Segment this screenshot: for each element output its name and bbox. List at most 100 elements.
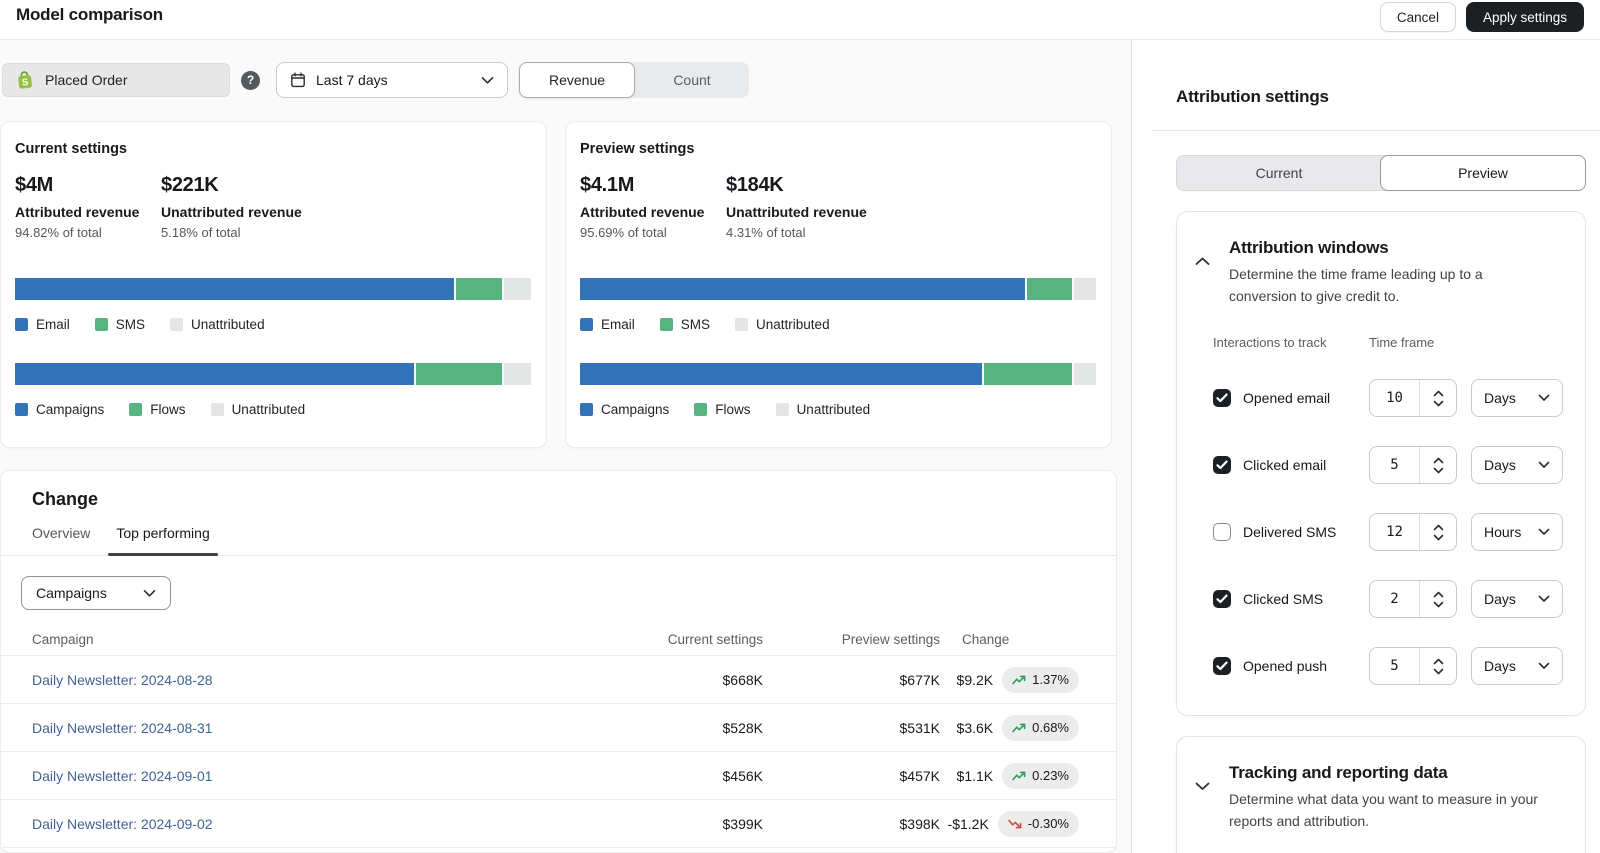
legend-item: SMS: [95, 317, 145, 332]
bar-segment-unattributed: [1074, 278, 1096, 300]
panel-title: Attribution settings: [1176, 87, 1600, 107]
timeframe-stepper[interactable]: 5: [1369, 647, 1457, 685]
toggle-preview[interactable]: Preview: [1380, 155, 1586, 191]
campaign-link[interactable]: Daily Newsletter: 2024-09-01: [32, 768, 593, 784]
tab-top-performing[interactable]: Top performing: [116, 525, 209, 555]
toggle-count[interactable]: Count: [635, 62, 749, 98]
stepper-buttons[interactable]: [1420, 648, 1456, 684]
date-range-select[interactable]: Last 7 days: [276, 62, 508, 98]
unit-value: Days: [1484, 457, 1516, 473]
toggle-revenue[interactable]: Revenue: [519, 62, 635, 98]
legend-label: Campaigns: [601, 402, 669, 417]
panel-divider: [1152, 130, 1600, 131]
stepper-buttons[interactable]: [1420, 514, 1456, 550]
interaction-option: Clicked SMS: [1213, 590, 1369, 608]
bar-segment-email: [580, 278, 1025, 300]
legend-swatch-icon: [660, 318, 673, 331]
stepper-value: 2: [1370, 581, 1420, 617]
campaigns-select-value: Campaigns: [36, 585, 107, 601]
collapse-chevron-up-icon[interactable]: [1195, 254, 1210, 269]
toggle-current[interactable]: Current: [1177, 156, 1381, 190]
legend-swatch-icon: [95, 318, 108, 331]
unit-value: Days: [1484, 658, 1516, 674]
attribution-window-row: Clicked email 5 Days: [1213, 446, 1565, 484]
stacked-bar: [15, 278, 531, 300]
checkbox[interactable]: [1213, 590, 1231, 608]
unit-select[interactable]: Days: [1471, 647, 1563, 685]
check-icon: [1216, 460, 1228, 470]
legend-label: Unattributed: [232, 402, 306, 417]
main-layout: S Placed Order ? Last 7 days: [0, 40, 1600, 853]
chevron-down-icon: [1538, 528, 1550, 536]
collapse-chevron-down-icon[interactable]: [1195, 779, 1210, 794]
unit-select[interactable]: Days: [1471, 446, 1563, 484]
stepper-buttons[interactable]: [1420, 581, 1456, 617]
table-row: Daily Newsletter: 2024-09-02 $399K $398K…: [1, 800, 1116, 848]
check-icon: [1216, 594, 1228, 604]
unit-select[interactable]: Days: [1471, 580, 1563, 618]
bar-segment-sms: [1027, 278, 1072, 300]
campaign-link[interactable]: Daily Newsletter: 2024-08-31: [32, 720, 593, 736]
stacked-bar: [15, 363, 531, 385]
legend-label: Email: [36, 317, 70, 332]
stepper-buttons[interactable]: [1420, 380, 1456, 416]
unit-select[interactable]: Hours: [1471, 513, 1563, 551]
legend-item: Unattributed: [735, 317, 830, 332]
change-pill: 1.37%: [1002, 667, 1079, 693]
metric-chip[interactable]: S Placed Order: [2, 63, 230, 97]
timeframe-stepper[interactable]: 12: [1369, 513, 1457, 551]
unit-value: Days: [1484, 390, 1516, 406]
checkbox[interactable]: [1213, 657, 1231, 675]
chevron-down-icon: [143, 589, 156, 598]
chevron-down-icon: [1538, 461, 1550, 469]
tab-overview[interactable]: Overview: [32, 525, 90, 555]
change-cell: -$1.2K -0.30%: [962, 811, 1079, 837]
shopify-bag-icon: S: [15, 70, 35, 90]
section-title: Tracking and reporting data: [1229, 763, 1565, 783]
checkbox[interactable]: [1213, 456, 1231, 474]
checkbox[interactable]: [1213, 389, 1231, 407]
stacked-bar: [580, 278, 1096, 300]
legend-swatch-icon: [776, 403, 789, 416]
unattributed-metric: $184K Unattributed revenue 4.31% of tota…: [726, 174, 867, 240]
metric-value: $184K: [726, 174, 867, 197]
timeframe-stepper[interactable]: 5: [1369, 446, 1457, 484]
timeframe-stepper[interactable]: 2: [1369, 580, 1457, 618]
checkbox[interactable]: [1213, 523, 1231, 541]
change-delta: -$1.2K: [948, 816, 989, 832]
date-range-value: Last 7 days: [316, 72, 388, 88]
metric-label: Attributed revenue: [15, 204, 161, 220]
preview-settings-value: $677K: [763, 672, 940, 688]
table-header: Campaign Current settings Preview settin…: [1, 624, 1116, 656]
cancel-button[interactable]: Cancel: [1380, 2, 1456, 32]
stacked-bars: EmailSMSUnattributed CampaignsFlowsUnatt…: [580, 278, 1096, 417]
campaigns-select[interactable]: Campaigns: [21, 576, 171, 610]
stepper-value: 10: [1370, 380, 1420, 416]
unit-select[interactable]: Days: [1471, 379, 1563, 417]
legend-item: Unattributed: [170, 317, 265, 332]
legend-label: SMS: [681, 317, 710, 332]
column-change: Change: [962, 632, 1079, 647]
attribution-window-row: Clicked SMS 2 Days: [1213, 580, 1565, 618]
bar-block: CampaignsFlowsUnattributed: [580, 363, 1096, 417]
bar-segment-flows: [416, 363, 503, 385]
apply-settings-button[interactable]: Apply settings: [1466, 2, 1584, 32]
table-row: Daily Newsletter: 2024-09-01 $456K $457K…: [1, 752, 1116, 800]
column-preview-settings: Preview settings: [763, 632, 940, 647]
column-campaign: Campaign: [32, 632, 593, 647]
interaction-option: Delivered SMS: [1213, 523, 1369, 541]
legend-item: SMS: [660, 317, 710, 332]
campaign-link[interactable]: Daily Newsletter: 2024-09-02: [32, 816, 593, 832]
stepper-buttons[interactable]: [1420, 447, 1456, 483]
panel-body: Current Preview Attribution windows Dete…: [1176, 155, 1586, 853]
legend-label: Unattributed: [756, 317, 830, 332]
campaign-link[interactable]: Daily Newsletter: 2024-08-28: [32, 672, 593, 688]
legend-label: Campaigns: [36, 402, 104, 417]
metric-share: 4.31% of total: [726, 225, 867, 240]
bar-segment-flows: [984, 363, 1072, 385]
help-icon[interactable]: ?: [241, 71, 260, 90]
legend-item: Campaigns: [15, 402, 104, 417]
bar-legend: CampaignsFlowsUnattributed: [15, 402, 531, 417]
chevron-down-icon: [1538, 595, 1550, 603]
timeframe-stepper[interactable]: 10: [1369, 379, 1457, 417]
